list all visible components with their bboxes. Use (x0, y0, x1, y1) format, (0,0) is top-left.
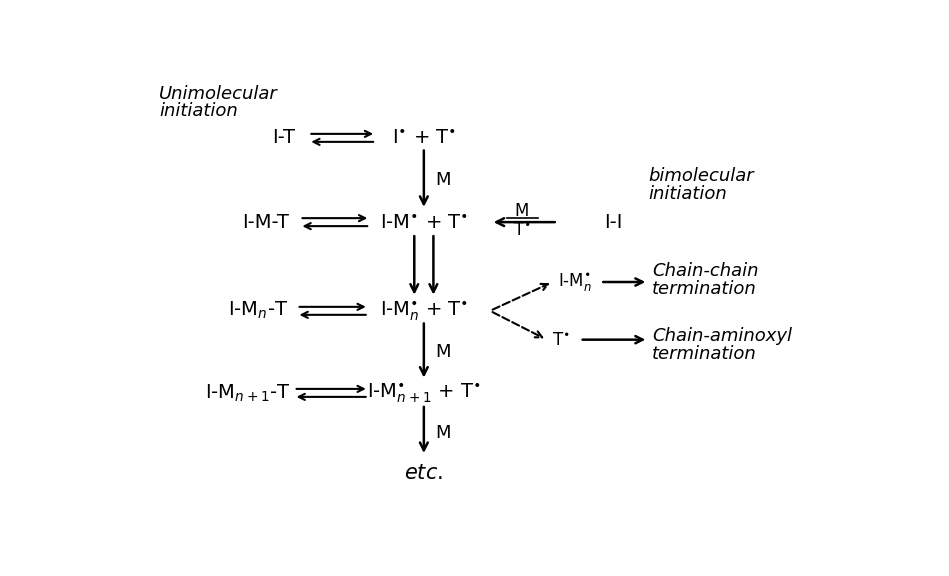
Text: I-M$_{n+1}$-T: I-M$_{n+1}$-T (205, 382, 290, 404)
Text: M: M (436, 171, 451, 189)
Text: I-M$_n$-T: I-M$_n$-T (229, 300, 288, 321)
Text: T$^{\bullet}$: T$^{\bullet}$ (551, 331, 569, 348)
Text: M: M (514, 202, 529, 219)
Text: Chain-aminoxyl: Chain-aminoxyl (652, 327, 791, 345)
Text: initiation: initiation (648, 185, 727, 203)
Text: I-M$_{n+1}^{\bullet}$ + T$^{\bullet}$: I-M$_{n+1}^{\bullet}$ + T$^{\bullet}$ (367, 381, 480, 404)
Text: bimolecular: bimolecular (648, 166, 754, 184)
Text: I-M$^{\bullet}$ + T$^{\bullet}$: I-M$^{\bullet}$ + T$^{\bullet}$ (380, 213, 468, 232)
Text: M: M (436, 343, 451, 361)
Text: I-I: I-I (604, 213, 622, 232)
Text: I-T: I-T (272, 128, 295, 147)
Text: I-M-T: I-M-T (242, 213, 289, 232)
Text: I-M$_n^{\bullet}$ + T$^{\bullet}$: I-M$_n^{\bullet}$ + T$^{\bullet}$ (380, 299, 468, 323)
Text: Unimolecular: Unimolecular (159, 85, 278, 103)
Text: termination: termination (652, 345, 756, 363)
Text: initiation: initiation (159, 103, 238, 120)
Text: I$^{\bullet}$ + T$^{\bullet}$: I$^{\bullet}$ + T$^{\bullet}$ (392, 128, 456, 147)
Text: M: M (436, 424, 451, 442)
Text: $\it{etc.}$: $\it{etc.}$ (404, 463, 443, 483)
Text: termination: termination (652, 280, 756, 298)
Text: I-M$_n^{\bullet}$: I-M$_n^{\bullet}$ (558, 271, 592, 293)
Text: Chain-chain: Chain-chain (652, 262, 758, 280)
Text: T$^{\bullet}$: T$^{\bullet}$ (512, 221, 530, 239)
